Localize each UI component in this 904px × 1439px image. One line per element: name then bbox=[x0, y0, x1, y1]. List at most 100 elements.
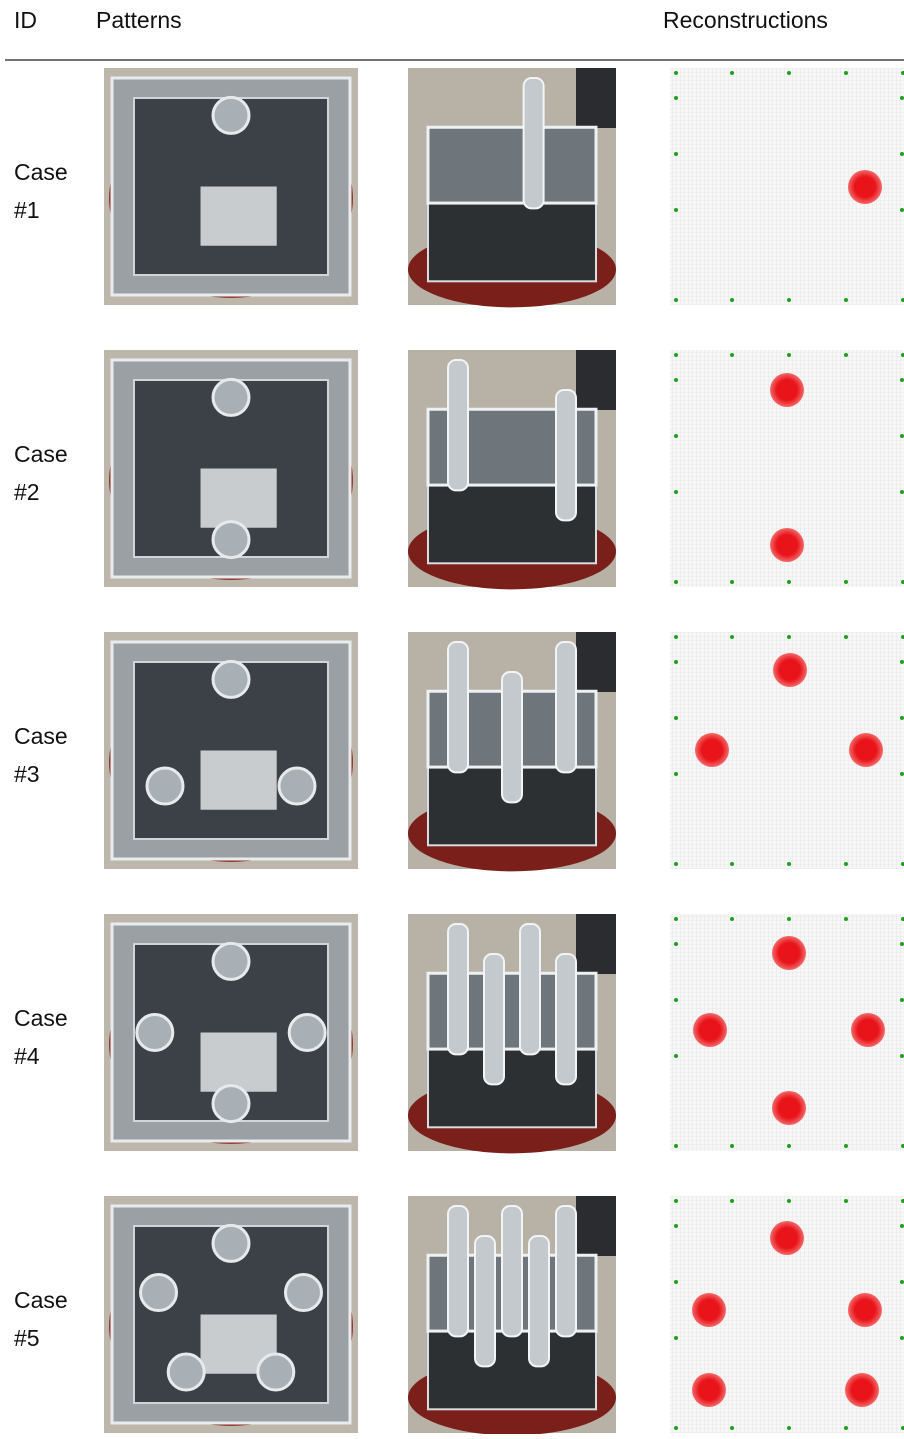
monitor bbox=[576, 68, 616, 128]
electrode bbox=[674, 490, 678, 494]
rod bbox=[213, 522, 249, 558]
monitor bbox=[576, 1196, 616, 1256]
electrode bbox=[900, 716, 904, 720]
electrode bbox=[674, 862, 678, 866]
tank bbox=[428, 127, 596, 203]
rod bbox=[213, 379, 249, 415]
electrode bbox=[674, 1199, 678, 1203]
case-row: Case#1 bbox=[14, 68, 904, 307]
case-number: #5 bbox=[14, 1325, 40, 1351]
rod bbox=[520, 924, 540, 1054]
electrode bbox=[674, 1144, 678, 1148]
recon-target bbox=[692, 1373, 726, 1407]
electrode bbox=[674, 580, 678, 584]
rod bbox=[279, 768, 315, 804]
case-number: #4 bbox=[14, 1043, 40, 1069]
case-label: Case bbox=[14, 159, 68, 185]
electrode bbox=[730, 580, 734, 584]
monitor bbox=[576, 350, 616, 410]
electrode bbox=[900, 1054, 904, 1058]
header-id: ID bbox=[14, 7, 37, 33]
rod bbox=[141, 1275, 177, 1311]
sensor-plate bbox=[201, 751, 277, 810]
electrode bbox=[674, 635, 678, 639]
electrode bbox=[730, 862, 734, 866]
electrode bbox=[674, 716, 678, 720]
electrode bbox=[674, 1336, 678, 1340]
rod bbox=[289, 1015, 325, 1051]
recon-target bbox=[770, 528, 804, 562]
recon-target bbox=[773, 653, 807, 687]
rod bbox=[147, 768, 183, 804]
electrode bbox=[787, 1199, 791, 1203]
sensor-plate bbox=[201, 469, 277, 528]
monitor bbox=[576, 914, 616, 974]
recon-target bbox=[770, 1221, 804, 1255]
electrode bbox=[674, 1054, 678, 1058]
electrode bbox=[674, 152, 678, 156]
figure: ID Patterns Reconstructions Case#1Case#2… bbox=[0, 0, 904, 1434]
header-patterns: Patterns bbox=[96, 7, 182, 33]
case-label: Case bbox=[14, 441, 68, 467]
recon-target bbox=[770, 373, 804, 407]
rod bbox=[529, 1236, 549, 1366]
case-row: Case#5 bbox=[14, 1196, 904, 1434]
electrode bbox=[844, 71, 848, 75]
rod bbox=[168, 1354, 204, 1390]
electrode bbox=[900, 96, 904, 100]
monitor bbox=[576, 632, 616, 692]
rod bbox=[258, 1354, 294, 1390]
electrode bbox=[844, 862, 848, 866]
electrode bbox=[674, 298, 678, 302]
electrode bbox=[787, 1426, 791, 1430]
electrode bbox=[844, 580, 848, 584]
electrode bbox=[674, 1224, 678, 1228]
electrode bbox=[844, 635, 848, 639]
recon-target bbox=[692, 1293, 726, 1327]
electrode bbox=[674, 942, 678, 946]
case-row: Case#4 bbox=[14, 914, 904, 1153]
electrode bbox=[730, 635, 734, 639]
case-number: #2 bbox=[14, 479, 40, 505]
electrode bbox=[900, 942, 904, 946]
electrode bbox=[730, 1199, 734, 1203]
electrode bbox=[674, 1426, 678, 1430]
electrode bbox=[674, 772, 678, 776]
rod bbox=[556, 390, 576, 520]
case-label: Case bbox=[14, 723, 68, 749]
electrode bbox=[674, 998, 678, 1002]
electrode bbox=[730, 298, 734, 302]
electrode bbox=[674, 208, 678, 212]
electrode bbox=[900, 1336, 904, 1340]
rod bbox=[448, 924, 468, 1054]
electrode bbox=[787, 353, 791, 357]
electrode bbox=[787, 862, 791, 866]
electrode bbox=[900, 152, 904, 156]
electrode bbox=[900, 660, 904, 664]
case-number: #3 bbox=[14, 761, 40, 787]
recon-target bbox=[851, 1013, 885, 1047]
rod bbox=[213, 661, 249, 697]
electrode bbox=[674, 1280, 678, 1284]
rod bbox=[213, 1086, 249, 1122]
rod bbox=[213, 943, 249, 979]
electrode bbox=[900, 490, 904, 494]
rod bbox=[502, 1206, 522, 1336]
rod bbox=[556, 954, 576, 1084]
electrode bbox=[674, 71, 678, 75]
electrode bbox=[844, 298, 848, 302]
rod bbox=[137, 1015, 173, 1051]
base bbox=[428, 198, 596, 281]
base bbox=[428, 1326, 596, 1409]
electrode bbox=[674, 917, 678, 921]
recon-target bbox=[849, 733, 883, 767]
electrode bbox=[674, 434, 678, 438]
rod bbox=[556, 1206, 576, 1336]
electrode bbox=[674, 96, 678, 100]
rod bbox=[502, 672, 522, 802]
electrode bbox=[844, 1199, 848, 1203]
rod bbox=[524, 78, 544, 208]
electrode bbox=[787, 298, 791, 302]
sensor-plate bbox=[201, 187, 277, 246]
electrode bbox=[787, 635, 791, 639]
